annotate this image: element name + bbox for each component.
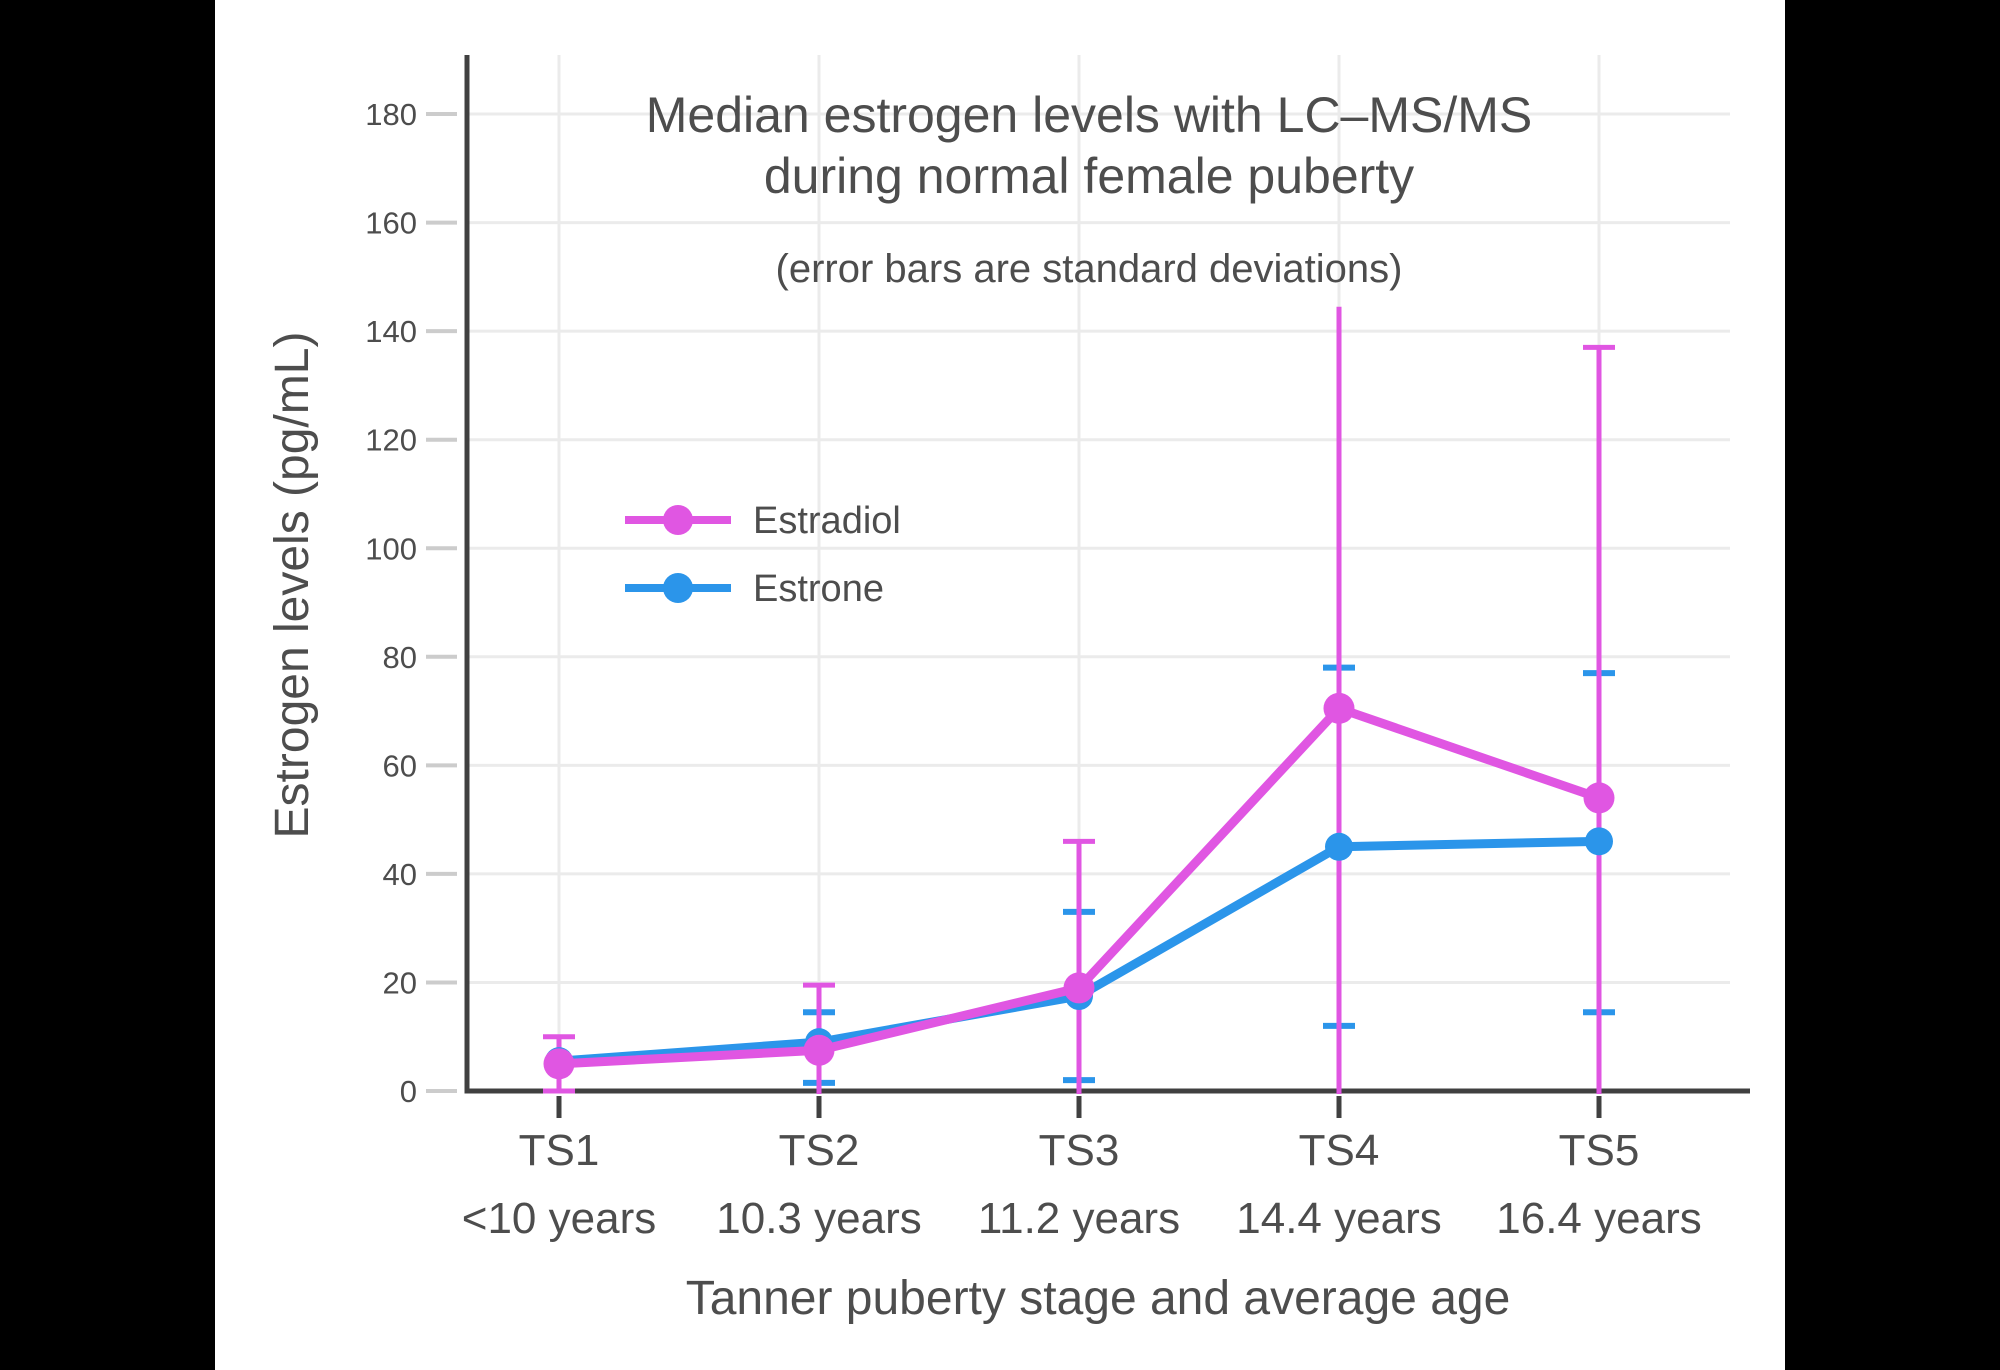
data-point-marker-estrone [1585,827,1613,856]
x-age-label: 10.3 years [716,1194,921,1243]
legend-dot-estrone-icon [663,573,693,603]
y-tick-label: 100 [365,531,417,566]
data-point-marker-estradiol [543,1048,575,1080]
axis-lines [464,55,1750,1094]
data-point-marker-estradiol [1583,782,1615,814]
chart-subtitle: (error bars are standard deviations) [776,247,1403,291]
legend-item-estradiol: Estradiol [625,500,901,542]
chart-title-line2: during normal female puberty [764,148,1414,204]
x-age-label: 11.2 years [978,1194,1180,1243]
x-age-label: <10 years [462,1194,656,1243]
x-axis-title: Tanner puberty stage and average age [686,1272,1511,1325]
legend-label-estrone: Estrone [753,568,884,610]
data-series [543,692,1615,1080]
y-tick-label: 60 [383,748,417,783]
y-tick-label: 40 [383,857,417,892]
legend-label-estradiol: Estradiol [753,500,901,542]
y-tick-label: 140 [365,314,417,349]
x-tick-label: TS3 [1039,1126,1120,1175]
x-tick-label: TS5 [1559,1126,1640,1175]
line-chart: 0 20 40 60 80 100 120 140 160 180 TS1 <10 years TS2… [266,55,1750,1325]
y-tick-label: 160 [365,206,417,241]
legend: Estradiol Estrone [625,500,901,610]
legend-dot-estradiol-icon [663,505,693,535]
x-tick-label: TS2 [779,1126,860,1175]
legend-item-estrone: Estrone [625,568,884,610]
x-age-label: 14.4 years [1236,1194,1441,1243]
y-tick-label: 20 [383,965,417,1000]
y-tick-label: 80 [383,640,417,675]
data-point-marker-estradiol [803,1034,835,1066]
gridlines [467,55,1730,1091]
data-point-marker-estradiol [1063,972,1095,1004]
y-tick-dashes [426,112,457,1093]
x-tick-marks [556,1096,1602,1118]
x-tick-label: TS4 [1299,1126,1380,1175]
data-point-marker-estradiol [1323,692,1355,724]
x-tick-label: TS1 [519,1126,600,1175]
y-axis-title: Estrogen levels (pg/mL) [266,332,319,839]
chart-title-line1: Median estrogen levels with LC–MS/MS [646,87,1533,143]
chart-panel: 0 20 40 60 80 100 120 140 160 180 TS1 <10 years TS2… [215,0,1785,1370]
x-age-label: 16.4 years [1496,1194,1701,1243]
y-tick-label: 0 [400,1074,417,1109]
x-tick-labels: TS1 <10 years TS2 10.3 years TS3 11.2 years TS… [462,1126,1702,1243]
y-tick-label: 180 [365,97,417,132]
y-tick-labels: 0 20 40 60 80 100 120 140 160 180 [365,97,417,1109]
y-tick-label: 120 [365,423,417,458]
data-point-marker-estrone [1325,832,1353,861]
